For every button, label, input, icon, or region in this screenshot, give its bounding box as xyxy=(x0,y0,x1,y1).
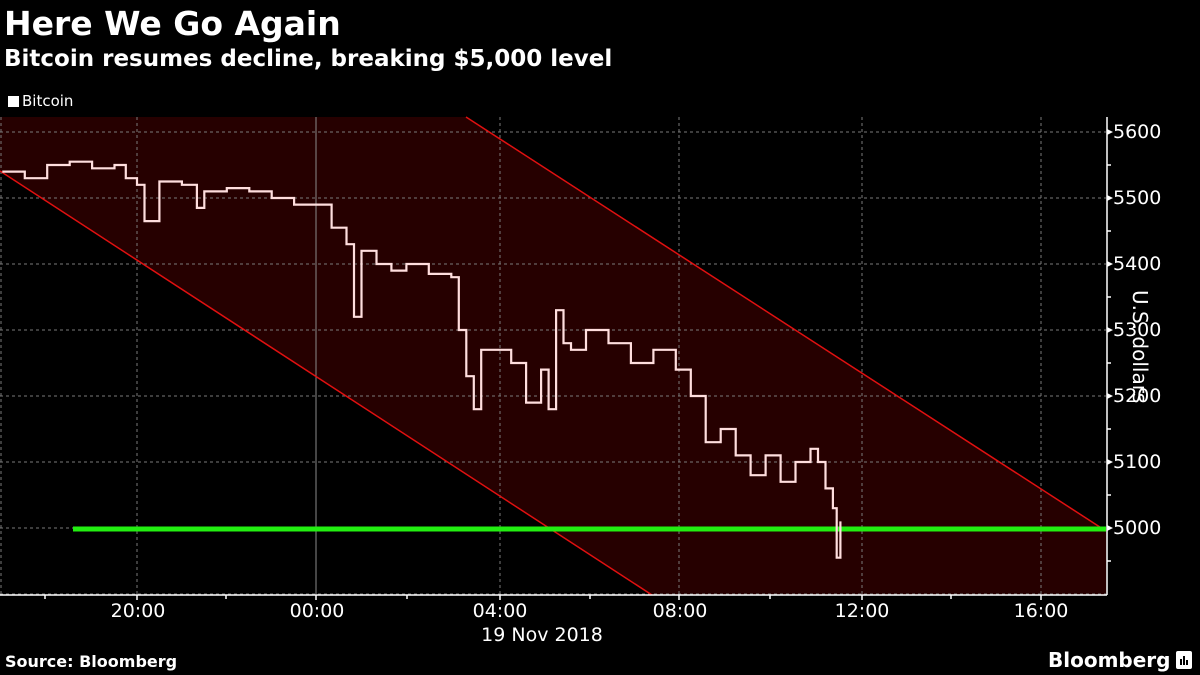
channel-lower-line xyxy=(0,170,653,596)
y-tick-label: 5300 xyxy=(1113,319,1162,341)
y-axis-ticks xyxy=(1107,129,1113,562)
y-tick-label: 5200 xyxy=(1113,385,1162,407)
legend-label-bitcoin: Bitcoin xyxy=(22,92,74,110)
x-axis-ticks xyxy=(44,595,1042,600)
legend: Bitcoin xyxy=(8,92,73,110)
x-tick-label: 04:00 xyxy=(472,600,528,622)
y-tick-label: 5000 xyxy=(1113,517,1162,539)
brand-name: Bloomberg xyxy=(1048,648,1171,672)
x-tick-label: 16:00 xyxy=(1013,600,1069,622)
bloomberg-logo-icon xyxy=(1176,651,1193,669)
y-axis-title: U.S. dollars xyxy=(1128,290,1152,404)
vertical-gridlines xyxy=(0,117,1042,594)
y-tick-label: 5500 xyxy=(1113,187,1162,209)
channel-upper-line xyxy=(465,116,1107,532)
channel-fill xyxy=(0,117,1106,595)
chart-title: Here We Go Again xyxy=(4,4,341,43)
y-tick-label: 5600 xyxy=(1113,121,1162,143)
legend-swatch-bitcoin xyxy=(8,95,19,107)
x-tick-label: 08:00 xyxy=(652,600,708,622)
y-tick-label: 5100 xyxy=(1113,451,1162,473)
chart-subtitle: Bitcoin resumes decline, breaking $5,000… xyxy=(4,46,613,72)
x-tick-label: 12:00 xyxy=(834,600,890,622)
x-tick-label: 00:00 xyxy=(289,600,345,622)
y-tick-label: 5400 xyxy=(1113,253,1162,275)
x-axis-date-label: 19 Nov 2018 xyxy=(481,624,603,646)
source-note: Source: Bloomberg xyxy=(5,652,178,671)
x-tick-label: 20:00 xyxy=(110,600,166,622)
bloomberg-brand: Bloomberg xyxy=(1048,648,1193,672)
bitcoin-price-line xyxy=(2,160,842,559)
